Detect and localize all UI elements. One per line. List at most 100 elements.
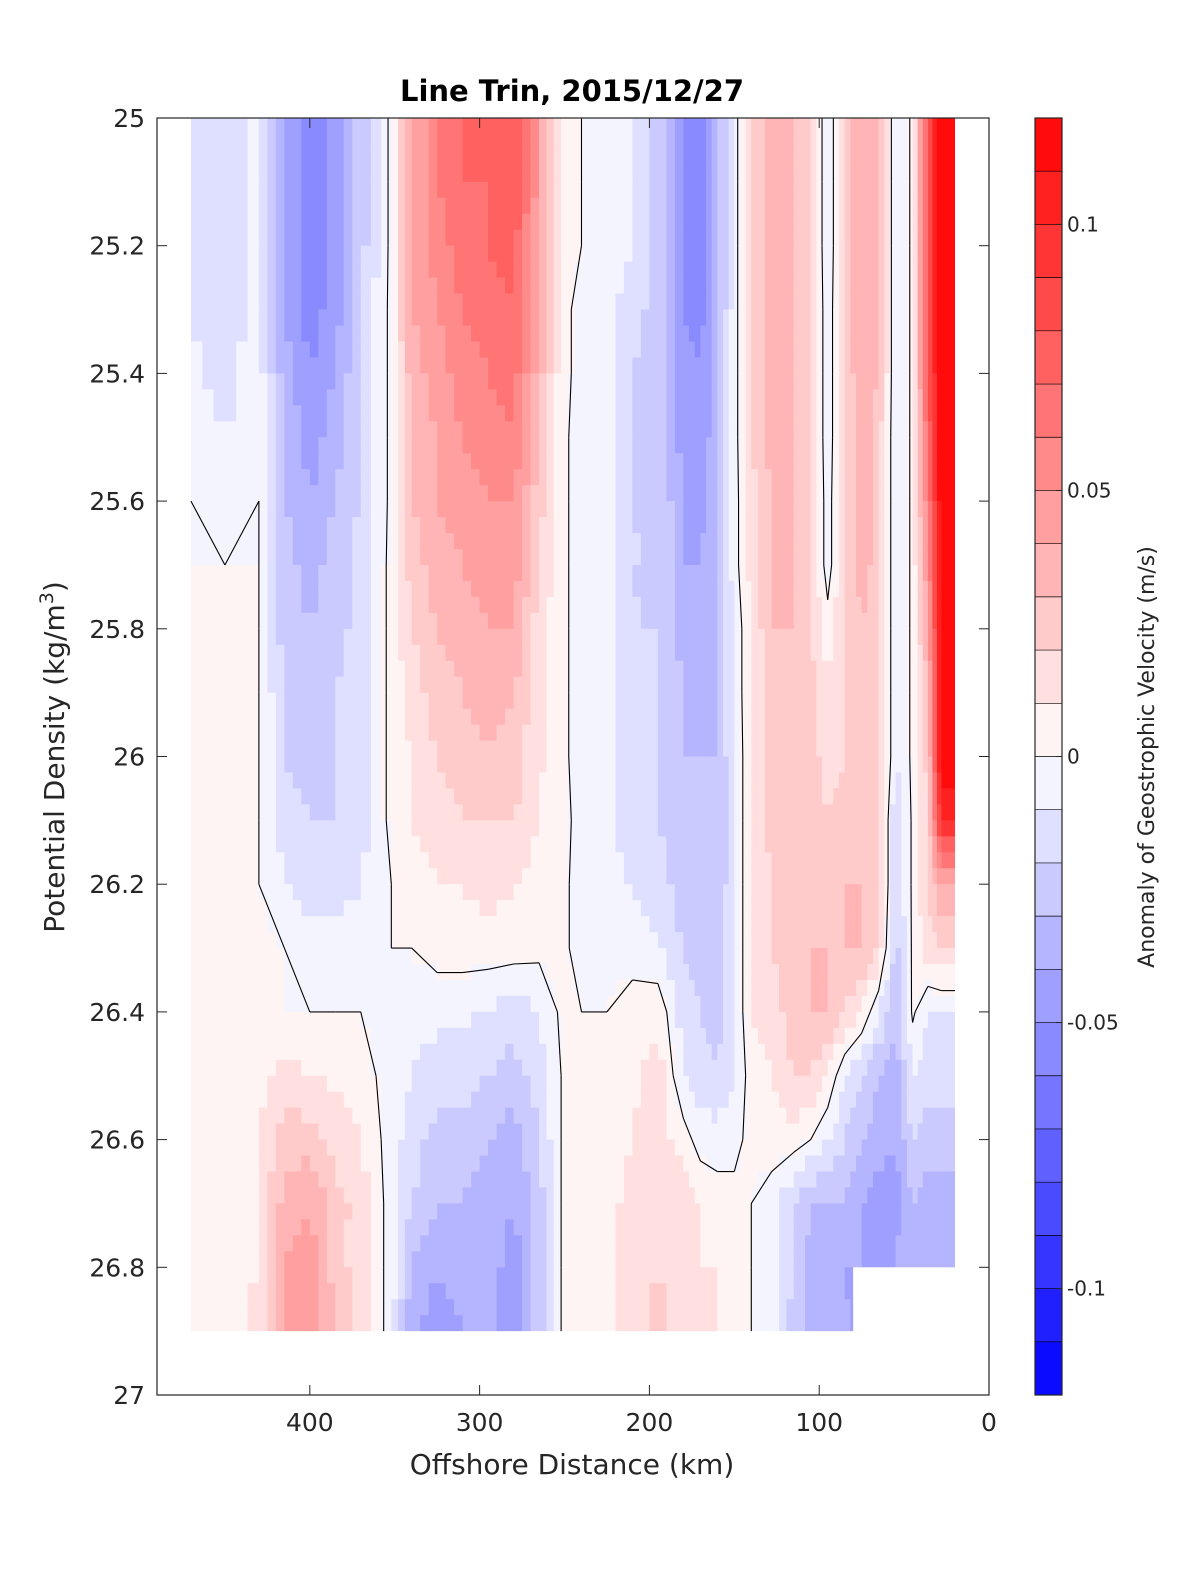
contour-cell — [941, 692, 947, 710]
contour-cell — [360, 580, 372, 598]
contour-cell — [454, 421, 464, 438]
contour-cell — [462, 389, 472, 406]
contour-cell — [309, 836, 319, 853]
contour-cell — [505, 421, 515, 438]
contour-cell — [343, 181, 353, 199]
contour-cell — [884, 485, 891, 502]
contour-cell — [884, 149, 891, 167]
contour-cell — [411, 357, 421, 374]
contour-cell — [700, 469, 707, 486]
contour-cell — [267, 804, 277, 821]
contour-cell — [640, 660, 651, 678]
contour-cell — [861, 644, 868, 662]
contour-cell — [844, 421, 851, 438]
contour-cell — [758, 772, 766, 790]
contour-cell — [689, 533, 696, 550]
contour-cell — [398, 676, 406, 694]
contour-cell — [833, 533, 840, 550]
contour-cell — [445, 740, 455, 758]
contour-cell — [917, 133, 924, 151]
contour-cell — [479, 772, 489, 790]
contour-cell — [649, 517, 659, 534]
contour-cell — [839, 229, 846, 247]
contour-cell — [546, 836, 555, 853]
contour-cell — [488, 149, 498, 167]
contour-cell — [751, 501, 759, 518]
contour-cell — [901, 197, 908, 215]
contour-cell — [496, 692, 506, 710]
contour-cell — [793, 118, 800, 135]
contour-cell — [615, 469, 625, 486]
contour-cell — [640, 389, 651, 406]
contour-cell — [267, 580, 277, 598]
contour-cell — [522, 181, 532, 199]
contour-cell — [666, 421, 676, 438]
contour-cell — [292, 213, 302, 231]
contour-cell — [855, 612, 863, 630]
contour-cell — [728, 692, 735, 710]
contour-cell — [398, 804, 406, 821]
contour-cell — [292, 118, 302, 135]
contour-cell — [764, 868, 773, 885]
contour-cell — [739, 517, 747, 534]
contour-cell — [352, 229, 362, 247]
contour-cell — [833, 245, 840, 263]
contour-cell — [717, 229, 724, 247]
contour-cell — [666, 245, 676, 263]
contour-cell — [522, 517, 532, 534]
contour-cell — [666, 229, 676, 247]
contour-cell — [745, 692, 752, 710]
contour-cell — [284, 213, 294, 231]
contour-cell — [640, 804, 651, 821]
contour-cell — [488, 852, 498, 869]
contour-cell — [213, 181, 226, 199]
contour-cell — [213, 548, 226, 566]
contour-cell — [779, 517, 787, 534]
contour-cell — [309, 644, 319, 662]
contour-cell — [751, 756, 759, 774]
contour-cell — [420, 517, 430, 534]
contour-cell — [805, 820, 812, 837]
contour-cell — [666, 708, 676, 726]
contour-cell — [649, 612, 659, 630]
contour-cell — [247, 118, 260, 135]
contour-cell — [764, 788, 773, 805]
contour-cell — [745, 660, 752, 678]
contour-cell — [202, 868, 215, 885]
contour-cell — [326, 868, 336, 885]
contour-cell — [878, 197, 885, 215]
contour-cell — [936, 692, 943, 710]
contour-cell — [420, 708, 430, 726]
contour-cell — [827, 245, 834, 263]
contour-cell — [901, 772, 908, 790]
contour-cell — [844, 676, 851, 694]
contour-cell — [694, 229, 701, 247]
contour-cell — [945, 229, 952, 247]
contour-cell — [318, 469, 328, 486]
contour-cell — [666, 660, 676, 678]
contour-cell — [722, 708, 730, 726]
contour-cell — [805, 596, 812, 614]
contour-cell — [927, 357, 934, 374]
contour-cell — [309, 596, 319, 614]
contour-cell — [872, 644, 880, 662]
contour-cell — [445, 149, 455, 167]
contour-cell — [666, 149, 676, 167]
contour-cell — [589, 118, 600, 135]
contour-cell — [574, 261, 583, 279]
contour-cell — [728, 820, 735, 837]
contour-cell — [850, 564, 857, 582]
contour-cell — [945, 628, 952, 646]
contour-cell — [758, 692, 766, 710]
contour-cell — [301, 469, 311, 486]
contour-cell — [855, 501, 863, 518]
contour-cell — [793, 501, 800, 518]
contour-cell — [855, 453, 863, 470]
contour-cell — [404, 357, 413, 374]
contour-cell — [496, 261, 506, 279]
contour-cell — [606, 660, 617, 678]
contour-cell — [867, 708, 874, 726]
contour-cell — [606, 836, 617, 853]
contour-cell — [360, 309, 372, 327]
contour-cell — [657, 756, 667, 774]
